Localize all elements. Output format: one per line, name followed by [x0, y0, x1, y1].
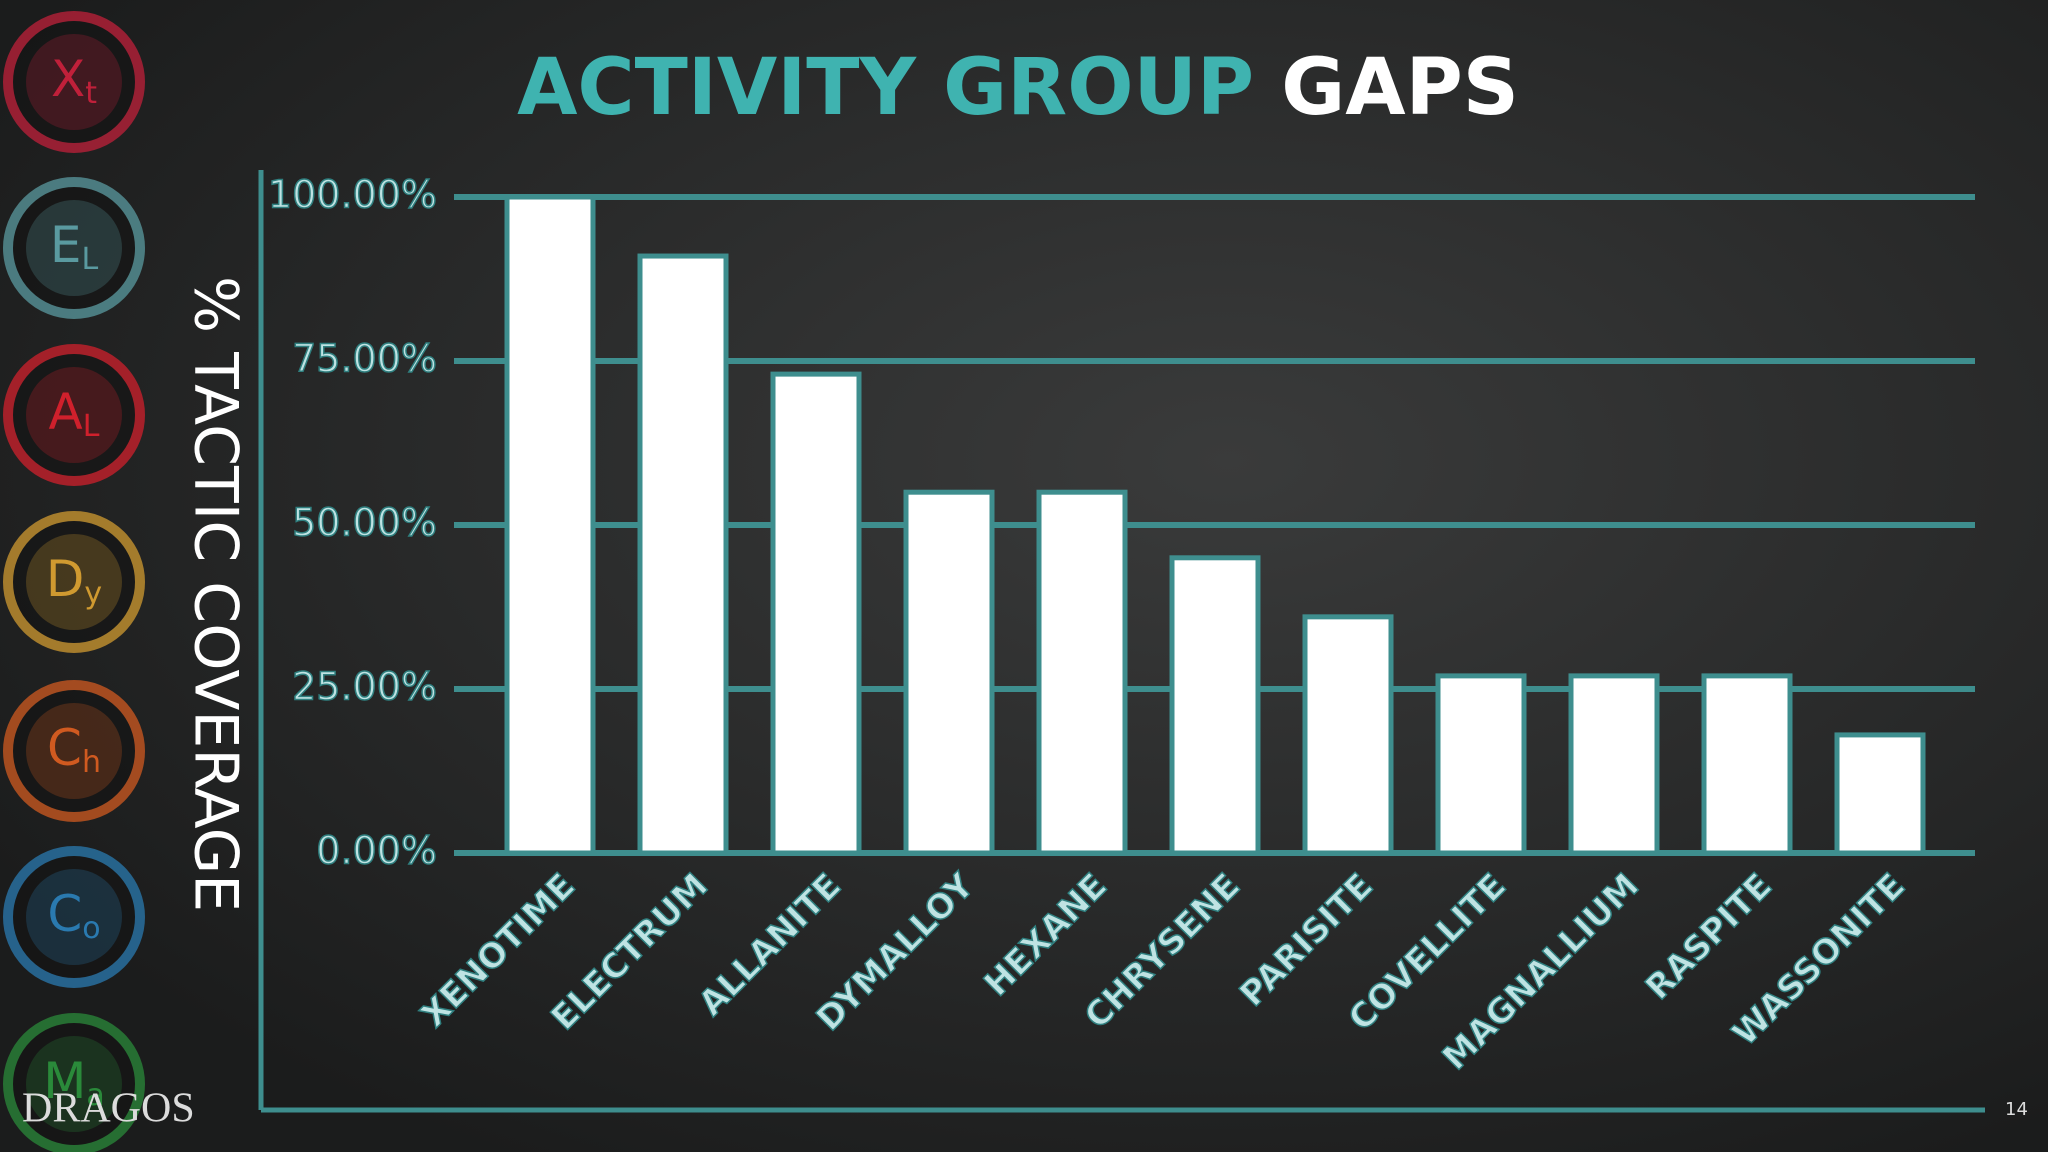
icon-core	[26, 367, 122, 463]
icon-sub: a	[86, 1078, 104, 1113]
icon-core	[26, 34, 122, 130]
icon-core	[26, 1036, 122, 1132]
icon-core	[26, 869, 122, 965]
y-tick-label: 100.00%	[268, 173, 437, 217]
icon-sub: L	[81, 242, 98, 277]
icon-ring	[3, 177, 145, 319]
y-tick-label: 75.00%	[292, 337, 437, 381]
chart-title: ACTIVITY GROUP GAPS	[517, 43, 1519, 133]
title-part: GAPS	[1281, 43, 1519, 133]
bar	[504, 194, 596, 856]
icon-symbol: Ma	[43, 1052, 105, 1113]
icon-core	[26, 200, 122, 296]
bar	[1568, 673, 1660, 856]
icon-symbol: EL	[50, 216, 99, 277]
icon-sub: y	[84, 576, 102, 611]
icon-ring	[3, 344, 145, 486]
bar	[1701, 673, 1793, 856]
icon-ring	[3, 11, 145, 153]
icon-sub: o	[82, 911, 100, 946]
bar	[1169, 555, 1261, 856]
bar	[637, 253, 729, 856]
icon-letter: D	[46, 550, 85, 608]
page-number: 14	[2005, 1099, 2028, 1120]
title-part: ACTIVITY GROUP	[517, 43, 1254, 133]
icon-symbol: Dy	[46, 550, 102, 611]
logo: DRAGOS	[22, 1086, 195, 1132]
icon-symbol: Co	[47, 885, 100, 946]
icon-letter: A	[49, 383, 83, 441]
icon-letter: X	[51, 50, 85, 108]
icon-ring	[3, 846, 145, 988]
icon-ring	[3, 1013, 145, 1152]
icon-ring	[3, 680, 145, 822]
bar	[1036, 489, 1128, 856]
icon-ring	[3, 511, 145, 653]
icon-sub: h	[82, 745, 101, 780]
y-axis-label: % TACTIC COVERAGE	[180, 276, 250, 912]
icon-symbol: AL	[49, 383, 100, 444]
bar	[903, 489, 995, 856]
bar	[1435, 673, 1527, 856]
icon-symbol: Ch	[47, 719, 101, 780]
icon-letter: C	[47, 719, 82, 777]
y-tick-label: 0.00%	[316, 829, 437, 873]
icon-core	[26, 703, 122, 799]
icon-sub: L	[83, 409, 100, 444]
icon-sub: t	[85, 76, 97, 111]
icon-letter: C	[47, 885, 82, 943]
icon-letter: M	[43, 1052, 86, 1110]
bar	[1834, 732, 1926, 856]
y-tick-label: 50.00%	[292, 501, 437, 545]
icon-symbol: Xt	[51, 50, 97, 111]
icon-core	[26, 534, 122, 630]
y-tick-label: 25.00%	[292, 665, 437, 709]
bar	[1302, 614, 1394, 856]
bar	[770, 371, 862, 856]
icon-letter: E	[50, 216, 82, 274]
